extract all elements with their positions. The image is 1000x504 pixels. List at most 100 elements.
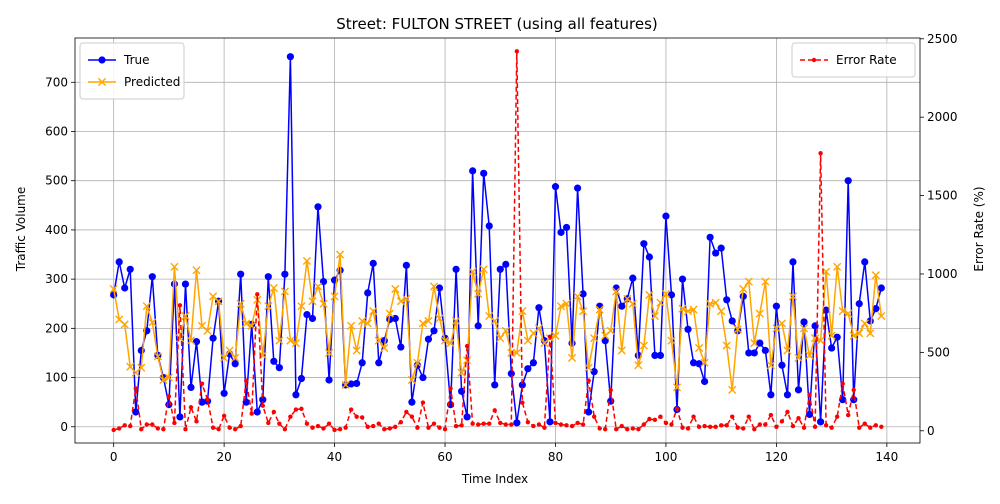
data-point — [855, 329, 864, 338]
y-tick-label: 300 — [45, 272, 68, 286]
data-point — [364, 289, 372, 297]
y2-tick-label: 1500 — [927, 189, 958, 203]
data-point — [491, 381, 499, 389]
data-point — [359, 415, 365, 420]
data-point — [717, 307, 726, 316]
y2-tick-label: 0 — [927, 424, 935, 438]
data-point — [757, 422, 763, 427]
legend-left: True Predicted — [79, 42, 185, 100]
data-point — [260, 403, 265, 408]
data-point — [723, 296, 731, 304]
data-point — [408, 398, 416, 406]
data-point — [242, 319, 251, 328]
legend-marker — [811, 57, 817, 63]
data-point — [678, 304, 687, 313]
data-point — [512, 348, 521, 358]
data-point — [823, 423, 829, 428]
data-point — [142, 302, 151, 311]
data-point — [424, 316, 433, 326]
data-point — [772, 302, 781, 310]
data-point — [783, 391, 792, 399]
data-point — [469, 167, 477, 175]
y2-tick-label: 2500 — [927, 32, 958, 46]
data-point — [868, 425, 873, 430]
data-point — [303, 310, 311, 319]
data-point — [192, 266, 201, 275]
data-point — [833, 333, 841, 341]
data-point — [446, 339, 455, 348]
data-point — [404, 409, 409, 415]
data-point — [363, 319, 372, 328]
data-point — [717, 244, 725, 252]
data-point — [573, 292, 582, 301]
data-point — [121, 284, 129, 292]
data-point — [827, 331, 836, 340]
data-point — [712, 249, 720, 257]
data-point — [137, 363, 146, 372]
y-tick-label: 400 — [45, 223, 68, 237]
data-point — [325, 376, 333, 384]
data-point — [547, 334, 553, 339]
data-point — [451, 316, 461, 326]
data-point — [597, 426, 602, 431]
data-point — [573, 184, 582, 192]
legend-right: Error Rate — [791, 42, 916, 78]
data-point — [415, 425, 420, 430]
data-point — [652, 417, 658, 422]
x-tick-label: 140 — [875, 450, 898, 464]
data-point — [330, 292, 339, 301]
data-point — [750, 339, 759, 348]
data-point — [293, 407, 299, 412]
data-point — [799, 324, 809, 333]
data-point — [794, 386, 803, 394]
data-point — [857, 425, 862, 430]
data-point — [557, 228, 565, 236]
data-point — [614, 427, 619, 432]
data-point — [822, 267, 831, 276]
data-point — [873, 423, 879, 428]
data-point — [259, 396, 267, 404]
data-point — [419, 373, 427, 382]
data-point — [535, 304, 543, 312]
data-point — [431, 421, 437, 426]
data-point — [264, 302, 273, 311]
data-point — [608, 387, 613, 393]
data-point — [838, 307, 847, 316]
data-point — [275, 336, 284, 345]
data-point — [718, 423, 724, 428]
data-point — [579, 307, 588, 316]
data-point — [120, 320, 129, 329]
data-point — [509, 422, 514, 427]
data-point — [203, 326, 212, 335]
data-point — [374, 336, 383, 345]
data-point — [639, 341, 648, 350]
data-point — [387, 426, 393, 431]
data-point — [564, 423, 569, 428]
data-point — [231, 353, 240, 362]
data-point — [177, 303, 183, 308]
data-point — [264, 273, 272, 281]
data-point — [661, 289, 671, 298]
data-point — [861, 258, 869, 266]
data-point — [109, 284, 118, 294]
data-point — [227, 425, 232, 430]
data-point — [302, 256, 312, 266]
data-point — [365, 424, 370, 430]
data-point — [308, 297, 317, 306]
y2-tick-label: 2000 — [927, 110, 958, 124]
data-point — [524, 365, 532, 373]
data-point — [702, 423, 707, 429]
data-point — [380, 343, 389, 353]
data-point — [128, 423, 133, 429]
data-point — [463, 413, 471, 421]
data-point — [297, 302, 306, 311]
data-point — [396, 297, 405, 306]
data-point — [164, 373, 173, 382]
data-point — [520, 400, 525, 405]
data-point — [558, 422, 564, 427]
data-point — [183, 427, 188, 432]
x-tick-label: 0 — [110, 450, 118, 464]
data-point — [634, 361, 643, 370]
